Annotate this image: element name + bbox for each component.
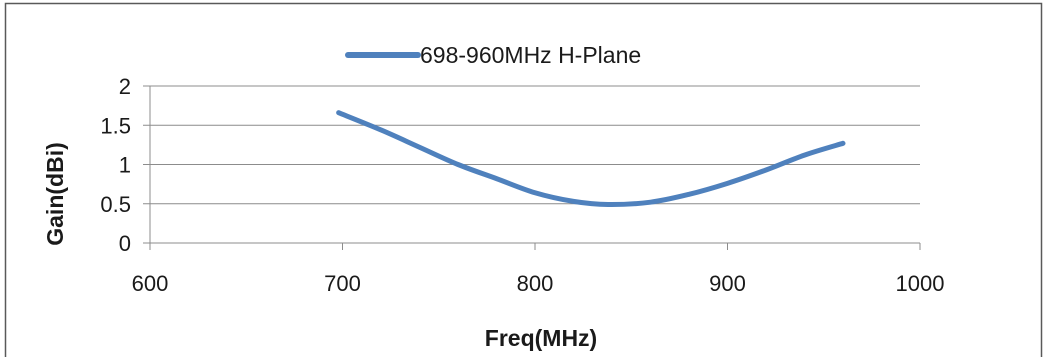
x-axis-title: Freq(MHz) — [485, 325, 597, 351]
legend-label: 698-960MHz H-Plane — [420, 42, 641, 68]
series-line — [336, 110, 846, 208]
y-tick-label: 0.5 — [100, 192, 131, 217]
y-tick-label: 0 — [119, 231, 131, 256]
series-layer — [336, 110, 846, 208]
x-tick-label: 900 — [709, 271, 746, 296]
x-tick-label: 600 — [132, 271, 169, 296]
y-tick-label: 1 — [119, 153, 131, 178]
gridlines — [150, 85, 920, 205]
y-tick-labels: 0 0.5 1 1.5 2 — [100, 74, 131, 256]
legend: 698-960MHz H-Plane — [345, 42, 641, 68]
chart-border — [4, 2, 1043, 362]
axes — [143, 85, 921, 250]
x-tick-label: 700 — [324, 271, 361, 296]
x-tick-label: 1000 — [896, 271, 945, 296]
y-tick-label: 1.5 — [100, 113, 131, 138]
x-tick-label: 800 — [517, 271, 554, 296]
y-tick-label: 2 — [119, 74, 131, 99]
x-tick-labels: 600 700 800 900 1000 — [132, 271, 945, 296]
y-axis-title: Gain(dBi) — [42, 142, 68, 246]
